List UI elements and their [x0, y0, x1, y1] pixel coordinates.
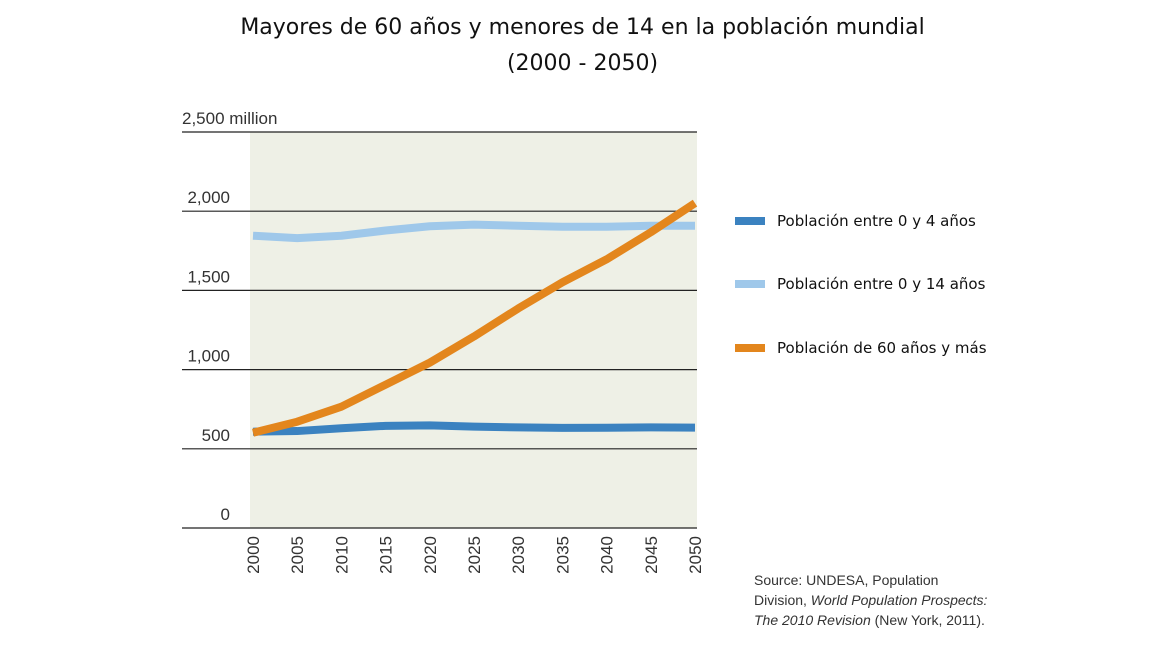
y-tick-label: 2,000	[187, 188, 230, 207]
y-tick-label: 500	[202, 426, 230, 445]
plot-background	[250, 132, 697, 528]
x-tick-label: 2000	[244, 536, 263, 574]
y-tick-label: 1,000	[187, 347, 230, 366]
chart-title: Mayores de 60 años y menores de 14 en la…	[0, 10, 1165, 82]
legend-item-60-plus: Población de 60 años y más	[735, 337, 1035, 359]
legend-item-0-4: Población entre 0 y 4 años	[735, 210, 1035, 232]
chart-title-main: Mayores de 60 años y menores de 14 en la…	[240, 15, 925, 40]
legend-swatch	[735, 217, 765, 225]
y-tick-label: 1,500	[187, 267, 230, 286]
legend-label: Población entre 0 y 4 años	[777, 212, 976, 230]
x-tick-label: 2005	[288, 536, 307, 574]
x-tick-label: 2025	[465, 536, 484, 574]
legend-item-0-14: Población entre 0 y 14 años	[735, 273, 1035, 295]
legend-label: Población entre 0 y 14 años	[777, 275, 986, 293]
x-tick-label: 2010	[332, 536, 351, 574]
chart-subtitle: (2000 - 2050)	[506, 51, 659, 76]
x-tick-label: 2050	[686, 536, 705, 574]
source-revision: The 2010 Revision	[754, 612, 871, 628]
x-tick-label: 2020	[421, 536, 440, 574]
x-tick-label: 2045	[642, 536, 661, 574]
x-tick-label: 2030	[509, 536, 528, 574]
legend-label: Población de 60 años y más	[777, 339, 987, 357]
source-text: Division,	[754, 592, 811, 608]
legend-swatch	[735, 344, 765, 352]
y-tick-label: 2,500 million	[182, 109, 277, 128]
x-tick-label: 2035	[553, 536, 572, 574]
source-publication: World Population Prospects:	[810, 592, 988, 608]
x-tick-label: 2015	[377, 536, 396, 574]
source-line: Source: UNDESA, Population	[754, 572, 939, 588]
y-tick-label: 0	[221, 505, 230, 524]
source-text: (New York, 2011).	[870, 612, 985, 628]
legend-swatch	[735, 280, 765, 288]
source-note: Source: UNDESA, Population Division, Wor…	[754, 570, 987, 630]
x-tick-label: 2040	[598, 536, 617, 574]
